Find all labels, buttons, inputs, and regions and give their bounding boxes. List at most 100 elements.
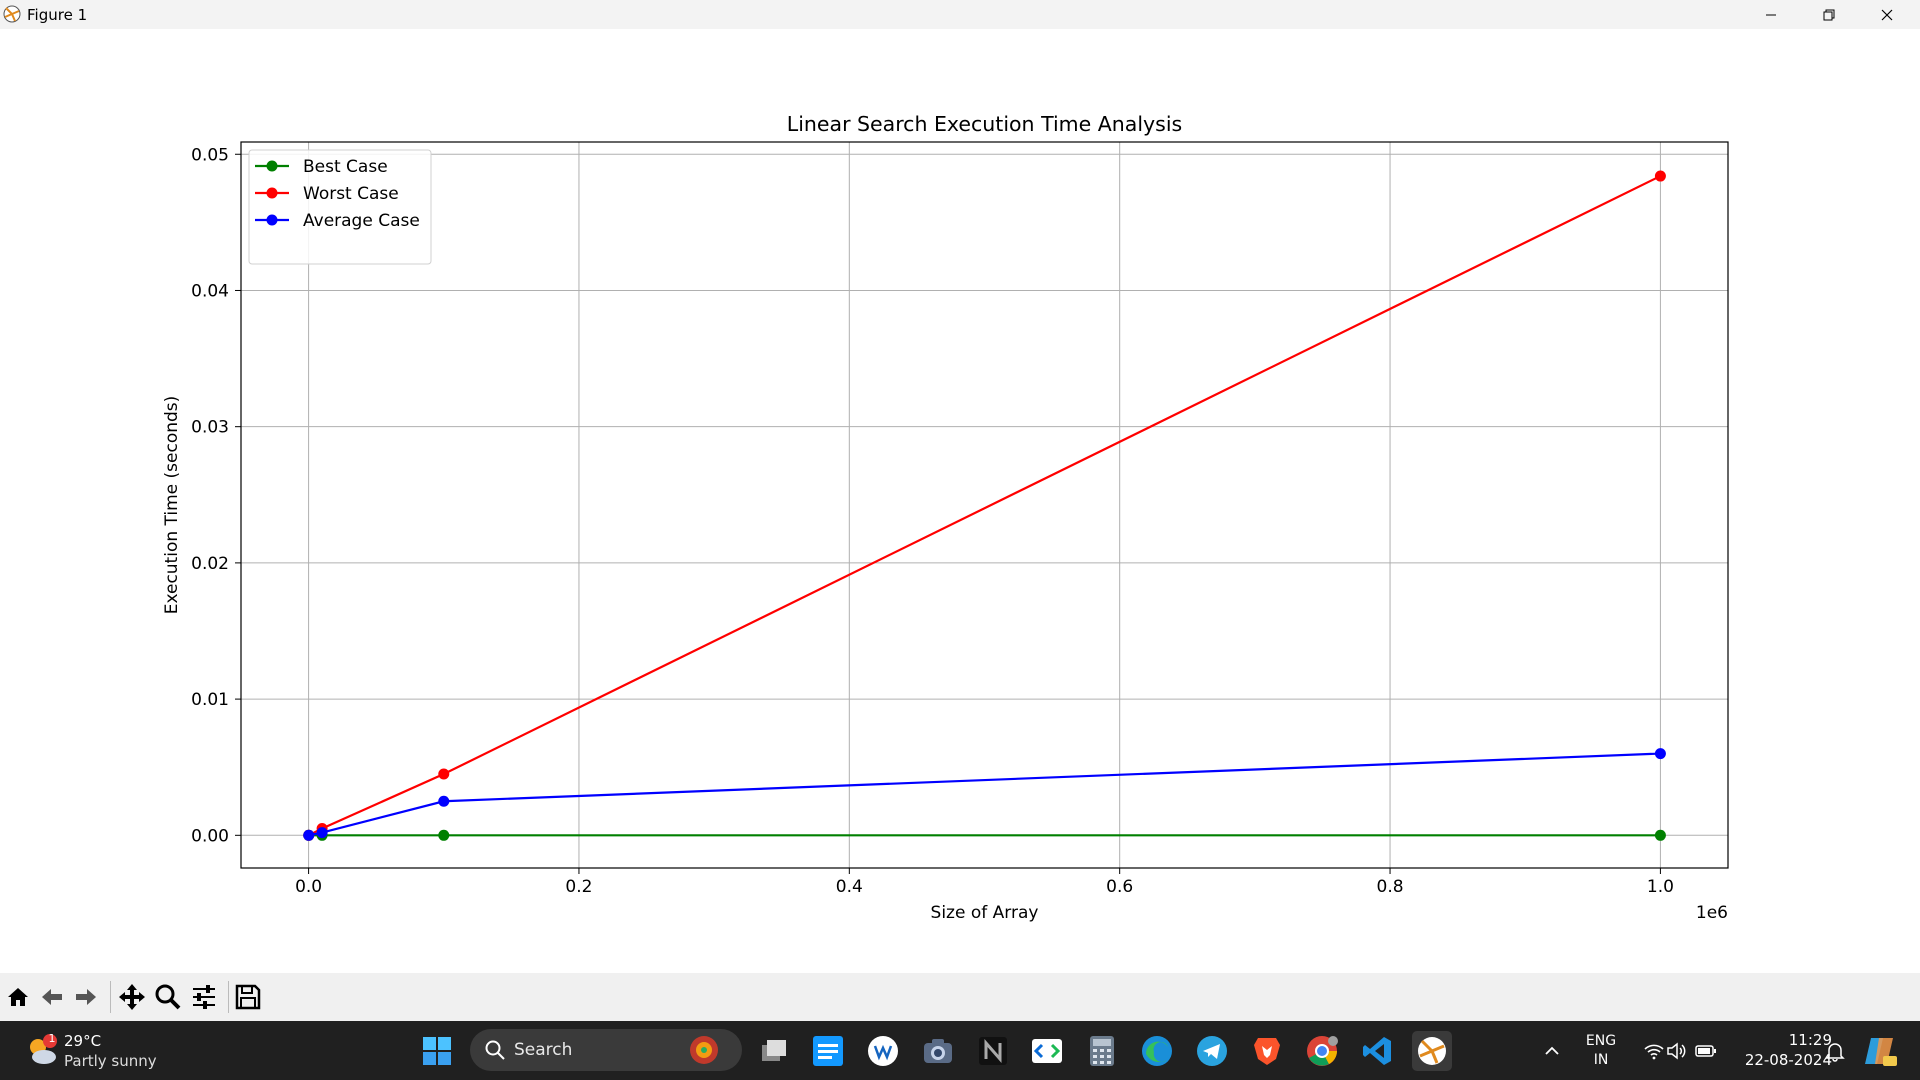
pan-button[interactable]	[116, 981, 148, 1013]
home-icon	[8, 988, 28, 1006]
data-point	[1654, 829, 1666, 841]
telegram-app[interactable]	[1192, 1031, 1232, 1071]
calculator-app[interactable]	[1082, 1031, 1122, 1071]
y-tick-label: 0.02	[191, 554, 229, 574]
floppy-disk-icon	[235, 984, 261, 1010]
y-tick-label: 0.01	[191, 690, 229, 710]
start-button[interactable]	[417, 1031, 457, 1071]
restore-icon	[1823, 9, 1835, 20]
system-clock[interactable]: 11:29 22-08-2024	[1745, 1030, 1832, 1070]
matplotlib-icon	[3, 5, 21, 23]
notification-badge-count: 1	[48, 1032, 56, 1045]
camera-app[interactable]	[918, 1031, 958, 1071]
data-point	[303, 829, 315, 841]
magnifier-icon	[155, 984, 181, 1010]
sliders-icon	[193, 985, 215, 1009]
search-highlight-icon	[690, 1036, 718, 1064]
y-tick-label: 0.04	[191, 281, 229, 301]
taskbar: 1 29°C Partly sunny Search	[0, 1021, 1920, 1080]
notion-app[interactable]	[973, 1031, 1013, 1071]
chrome-browser-app[interactable]	[1302, 1031, 1342, 1071]
vscode-app[interactable]	[1357, 1031, 1397, 1071]
forward-button[interactable]	[70, 981, 102, 1013]
wifi-icon	[1644, 1044, 1664, 1060]
x-tick-label: 0.6	[1106, 877, 1133, 897]
taskbar-search[interactable]: Search	[470, 1029, 742, 1071]
x-tick-label: 0.0	[295, 877, 322, 897]
window-title: Figure 1	[27, 6, 88, 24]
vscode-icon	[1363, 1037, 1391, 1065]
code-editor-app[interactable]	[1027, 1031, 1067, 1071]
zoom-button[interactable]	[152, 981, 184, 1013]
wifi-status[interactable]	[1634, 1031, 1674, 1071]
battery-icon	[1695, 1045, 1716, 1057]
toolbar-separator	[228, 981, 229, 1013]
configure-subplots-button[interactable]	[188, 981, 220, 1013]
legend-label: Best Case	[303, 157, 388, 177]
calculator-icon	[1090, 1036, 1114, 1066]
x-tick-label: 1.0	[1647, 877, 1674, 897]
legend-box	[248, 149, 432, 265]
notion-icon	[979, 1037, 1007, 1065]
battery-status[interactable]	[1686, 1031, 1726, 1071]
series-line	[308, 752, 1661, 837]
task-view-button[interactable]	[754, 1031, 794, 1071]
restore-button[interactable]	[1800, 0, 1858, 29]
y-tick-label: 0.03	[191, 418, 229, 438]
legend-label: Average Case	[303, 211, 420, 231]
arrow-left-icon	[42, 989, 62, 1005]
save-button[interactable]	[232, 981, 264, 1013]
legend-marker	[266, 214, 278, 226]
close-button[interactable]	[1858, 0, 1916, 29]
x-tick-label: 0.8	[1377, 877, 1404, 897]
data-point	[438, 829, 450, 841]
data-point	[1654, 748, 1666, 760]
brave-browser-app[interactable]	[1247, 1031, 1287, 1071]
y-tick-label: 0.00	[191, 826, 229, 846]
brave-lion-icon	[1254, 1038, 1280, 1065]
y-axis-label: Execution Time (seconds)	[162, 396, 182, 615]
show-hidden-icons-button[interactable]	[1532, 1031, 1572, 1071]
edge-browser-app[interactable]	[1137, 1031, 1177, 1071]
window-titlebar: Figure 1	[0, 0, 1920, 29]
prime-video-app[interactable]	[808, 1031, 848, 1071]
matplotlib-app-active[interactable]	[1412, 1031, 1452, 1071]
copilot-button[interactable]	[1860, 1031, 1900, 1071]
code-brackets-icon	[1032, 1039, 1062, 1063]
home-button[interactable]	[2, 981, 34, 1013]
telegram-icon	[1197, 1036, 1227, 1066]
windows-logo-icon	[423, 1037, 451, 1065]
clock-time: 11:29	[1788, 1031, 1832, 1049]
notifications-button[interactable]	[1815, 1031, 1855, 1071]
legend-label: Worst Case	[303, 184, 399, 204]
data-point	[438, 795, 450, 807]
speaker-icon	[1667, 1042, 1686, 1060]
arrow-right-icon	[76, 989, 96, 1005]
region-code: IN	[1593, 1052, 1609, 1068]
data-point	[316, 827, 328, 839]
minimize-button[interactable]	[1742, 0, 1800, 29]
figure-canvas: 0.0 0.2 0.4 0.6 0.8 1.0 0.00 0.01 0.02 0.03 0.04 0.…	[0, 29, 1920, 973]
copilot-icon	[1865, 1038, 1897, 1066]
weather-widget[interactable]: 1 29°C Partly sunny	[22, 1029, 162, 1073]
camera-icon	[924, 1039, 952, 1063]
w-app[interactable]	[863, 1031, 903, 1071]
task-view-icon	[762, 1040, 786, 1061]
input-language-indicator[interactable]: ENG IN	[1580, 1032, 1622, 1070]
prime-video-icon	[813, 1036, 843, 1066]
matplotlib-icon	[1418, 1037, 1446, 1065]
chart-title: Linear Search Execution Time Analysis	[787, 112, 1182, 136]
clock-date: 22-08-2024	[1744, 1051, 1832, 1069]
w-circle-icon	[868, 1036, 898, 1066]
legend-marker	[266, 187, 278, 199]
close-icon	[1881, 9, 1893, 20]
data-point	[438, 768, 450, 780]
search-label: Search	[514, 1040, 573, 1060]
language-code: ENG	[1585, 1033, 1617, 1049]
weather-condition: Partly sunny	[64, 1052, 157, 1070]
series-line	[308, 175, 1661, 837]
x-offset-text: 1e6	[1696, 903, 1728, 923]
chrome-icon	[1307, 1036, 1338, 1066]
volume-control[interactable]	[1656, 1031, 1696, 1071]
back-button[interactable]	[36, 981, 68, 1013]
